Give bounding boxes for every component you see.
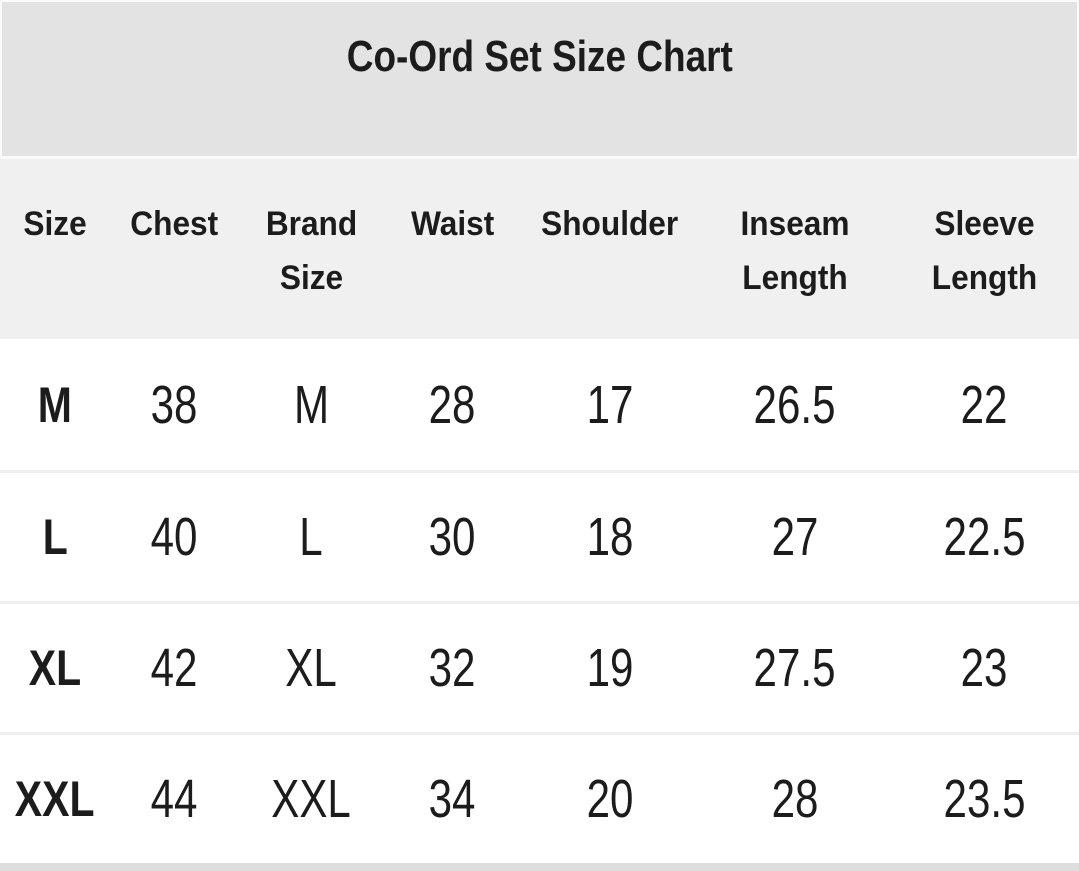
cell-sleeve-length: 22 [890, 339, 1079, 470]
cell-value: 27.5 [753, 638, 836, 698]
cell-value: 40 [150, 507, 198, 567]
cell-value: 28 [429, 374, 476, 435]
cell-value: 38 [150, 374, 198, 435]
cell-value: 32 [429, 638, 476, 698]
column-header-label: Brand Size [265, 205, 358, 297]
cell-value: 42 [150, 638, 198, 698]
cell-inseam-length: 27.5 [700, 604, 890, 732]
cell-waist: 34 [385, 735, 520, 863]
cell-value: 30 [429, 507, 476, 567]
cell-size: M [0, 339, 110, 470]
column-header-inseam-length: Inseam Length [700, 159, 890, 339]
cell-shoulder: 18 [520, 473, 700, 601]
size-label: L [42, 509, 68, 565]
cell-inseam-length: 27 [700, 473, 890, 601]
cell-brand-size: XL [238, 604, 385, 732]
cell-value: 23 [961, 638, 1008, 698]
cell-value: 23.5 [943, 769, 1026, 829]
cell-value: 27 [771, 507, 819, 567]
column-header-label: Chest [130, 205, 218, 243]
cell-brand-size: L [238, 473, 385, 601]
cell-value: XL [285, 638, 338, 698]
cell-chest: 42 [110, 604, 238, 732]
chart-title: Co-Ord Set Size Chart [346, 32, 733, 81]
cell-waist: 30 [385, 473, 520, 601]
cell-value: 18 [586, 507, 634, 567]
table-header-row: Size Chest Brand Size Waist Shoulder Ins… [0, 156, 1079, 339]
cell-value: 26.5 [753, 374, 836, 435]
cell-waist: 28 [385, 339, 520, 470]
cell-chest: 38 [110, 339, 238, 470]
cell-value: XXL [271, 769, 352, 829]
column-header-brand-size: Brand Size [238, 159, 385, 339]
bottom-strip [0, 863, 1079, 871]
cell-value: 34 [429, 769, 476, 829]
cell-value: 20 [586, 769, 634, 829]
cell-value: 22.5 [943, 507, 1026, 567]
cell-value: 19 [586, 638, 634, 698]
cell-value: 28 [771, 769, 819, 829]
cell-value: L [299, 507, 324, 567]
cell-value: M [293, 374, 330, 435]
cell-sleeve-length: 23 [890, 604, 1079, 732]
size-label: XXL [15, 771, 95, 827]
cell-size: XL [0, 604, 110, 732]
table-row-xxl: XXL 44 XXL 34 20 28 23.5 [0, 732, 1079, 863]
size-label: XL [28, 640, 82, 696]
table-row-m: M 38 M 28 17 26.5 22 [0, 339, 1079, 470]
cell-shoulder: 19 [520, 604, 700, 732]
title-band: Co-Ord Set Size Chart [0, 0, 1079, 156]
cell-brand-size: XXL [238, 735, 385, 863]
cell-value: 44 [150, 769, 198, 829]
column-header-label: Waist [410, 205, 495, 243]
cell-size: XXL [0, 735, 110, 863]
column-header-waist: Waist [385, 159, 520, 339]
cell-sleeve-length: 22.5 [890, 473, 1079, 601]
cell-inseam-length: 26.5 [700, 339, 890, 470]
column-header-sleeve-length: Sleeve Length [890, 159, 1079, 339]
cell-shoulder: 17 [520, 339, 700, 470]
cell-waist: 32 [385, 604, 520, 732]
cell-chest: 44 [110, 735, 238, 863]
column-header-label: Sleeve Length [931, 205, 1038, 297]
cell-inseam-length: 28 [700, 735, 890, 863]
column-header-label: Inseam Length [740, 205, 850, 297]
column-header-label: Shoulder [541, 205, 679, 243]
column-header-shoulder: Shoulder [520, 159, 700, 339]
cell-brand-size: M [238, 339, 385, 470]
table-row-xl: XL 42 XL 32 19 27.5 23 [0, 601, 1079, 732]
cell-size: L [0, 473, 110, 601]
cell-value: 17 [586, 374, 634, 435]
cell-sleeve-length: 23.5 [890, 735, 1079, 863]
column-header-label: Size [23, 205, 87, 243]
column-header-chest: Chest [110, 159, 238, 339]
size-label: M [37, 376, 73, 433]
column-header-size: Size [0, 159, 110, 339]
cell-chest: 40 [110, 473, 238, 601]
table-row-l: L 40 L 30 18 27 22.5 [0, 470, 1079, 601]
cell-shoulder: 20 [520, 735, 700, 863]
cell-value: 22 [961, 374, 1008, 435]
